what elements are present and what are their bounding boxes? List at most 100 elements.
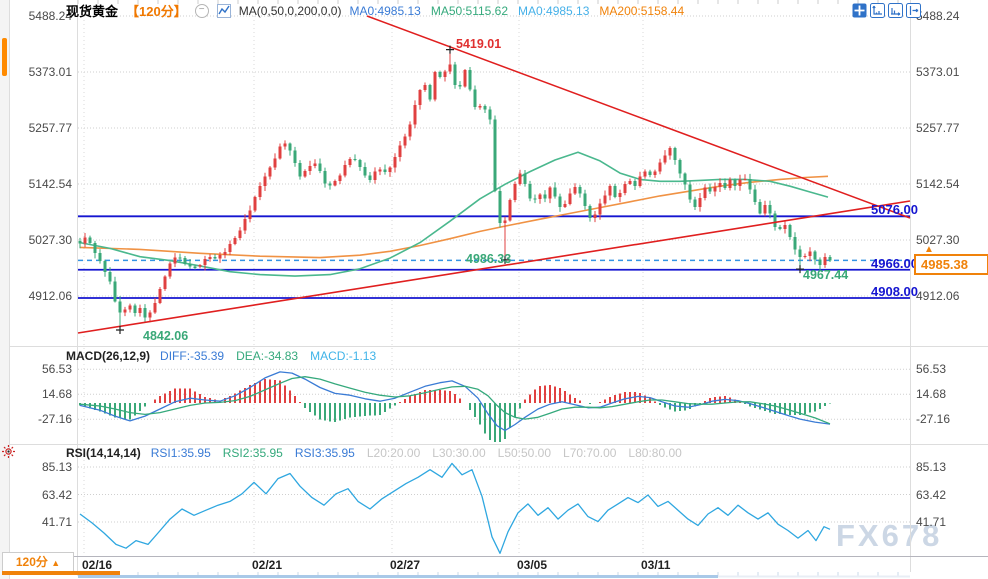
candle-body [113, 281, 117, 302]
watermark: FX678 [836, 518, 943, 553]
candle-body [773, 213, 777, 228]
candle-body [623, 183, 627, 193]
candle-body [203, 259, 207, 266]
candle-body [498, 190, 502, 224]
rsi-line [79, 462, 831, 554]
ma-value: MA0:4985.13 [349, 3, 421, 18]
ma-formula: MA(0,50,0,200,0,0) [238, 3, 342, 18]
candle-body [638, 176, 642, 186]
candle-body [418, 90, 422, 106]
candle-body [158, 289, 162, 304]
price-axis-icon[interactable] [870, 3, 885, 18]
candle-body [183, 258, 187, 265]
collapse-icon[interactable]: − [194, 3, 209, 18]
candle-body [653, 171, 657, 176]
crosshair-icon[interactable] [852, 3, 867, 18]
extreme-cross-icon [796, 265, 804, 274]
candle-body [693, 199, 697, 208]
candle-body [533, 198, 537, 200]
ma-value: MA200:5158.44 [599, 3, 685, 18]
time-axis-icon[interactable] [888, 3, 903, 18]
candle-body [478, 106, 482, 108]
candle-body [343, 164, 347, 176]
sun-icon-center [7, 450, 10, 453]
candle-body [83, 237, 87, 244]
candle-body [663, 155, 667, 163]
candle-body [218, 254, 222, 259]
rsi-value: L80:80.00 [628, 446, 682, 460]
candle-body [553, 187, 557, 197]
candle-body [668, 147, 672, 156]
candle-body [293, 150, 297, 164]
candle-body [438, 72, 442, 77]
candle-body [743, 179, 747, 181]
candle-body [268, 167, 272, 177]
candle-body [648, 171, 652, 176]
candle-body [378, 169, 382, 172]
rsi-value: L30:30.00 [432, 446, 486, 460]
candle-body [733, 179, 737, 187]
candle-body [193, 266, 197, 268]
candle-body [503, 220, 507, 224]
sidebar-scroll-thumb[interactable] [2, 38, 7, 76]
candle-body [823, 256, 827, 266]
candle-body [738, 179, 742, 187]
candle-body [798, 249, 802, 258]
rsi-value: RSI1:35.95 [150, 446, 211, 460]
candle-body [708, 187, 712, 192]
indicator-chart-icon[interactable] [216, 3, 231, 18]
candle-body [763, 204, 767, 214]
candle-body [323, 171, 327, 184]
candle-body [368, 175, 372, 180]
candle-body [238, 230, 242, 239]
candle-body [448, 64, 452, 72]
candle-body [493, 119, 497, 191]
macd-value: DIFF:-35.39 [160, 349, 225, 363]
scrollbar-thumb[interactable] [78, 575, 718, 578]
shift-right-icon[interactable] [906, 3, 921, 18]
candle-body [453, 64, 457, 86]
rsi-value: L70:70.00 [563, 446, 617, 460]
candle-body [143, 308, 147, 318]
candle-body [483, 106, 487, 110]
candle-body [248, 210, 252, 219]
candle-body [643, 171, 647, 177]
candle-body [108, 271, 112, 282]
candle-body [223, 252, 227, 255]
candle-body [468, 70, 472, 90]
candle-body [388, 167, 392, 172]
candle-body [283, 143, 287, 147]
candle-body [328, 183, 332, 186]
candle-body [558, 196, 562, 207]
rsi-values: RSI1:35.95 RSI2:35.95 RSI3:35.95 L20:20.00 L… [151, 446, 682, 460]
candle-body [723, 183, 727, 189]
candle-body [253, 197, 257, 211]
timeframe-tab[interactable]: 120分 ▲ [2, 552, 74, 573]
rsi-value: RSI2:35.95 [222, 446, 283, 460]
trendline[interactable] [77, 200, 911, 334]
indicator-settings-icon[interactable] [1, 444, 16, 459]
candle-body [173, 257, 177, 264]
candle-body [528, 183, 532, 199]
candle-body [263, 176, 267, 187]
candle-body [758, 201, 762, 214]
candle-body [303, 171, 307, 177]
candle-body [103, 261, 107, 272]
candle-body [333, 181, 337, 186]
trendline[interactable] [366, 15, 911, 219]
candle-body [543, 194, 547, 199]
ma-values: MA0:4985.13 MA50:5115.62 MA0:4985.13 MA200:… [349, 4, 684, 18]
candle-body [513, 183, 517, 200]
rsi-value: RSI3:35.95 [294, 446, 355, 460]
timeframe-tab-underline [2, 571, 120, 575]
candle-body [508, 199, 512, 221]
candle-body [133, 305, 137, 314]
chart-toolbar [852, 3, 921, 18]
candle-body [788, 225, 792, 238]
candle-body [658, 162, 662, 172]
candle-body [688, 184, 692, 200]
ma50-line [79, 151, 829, 277]
candle-body [803, 255, 807, 258]
candle-body [208, 256, 212, 260]
